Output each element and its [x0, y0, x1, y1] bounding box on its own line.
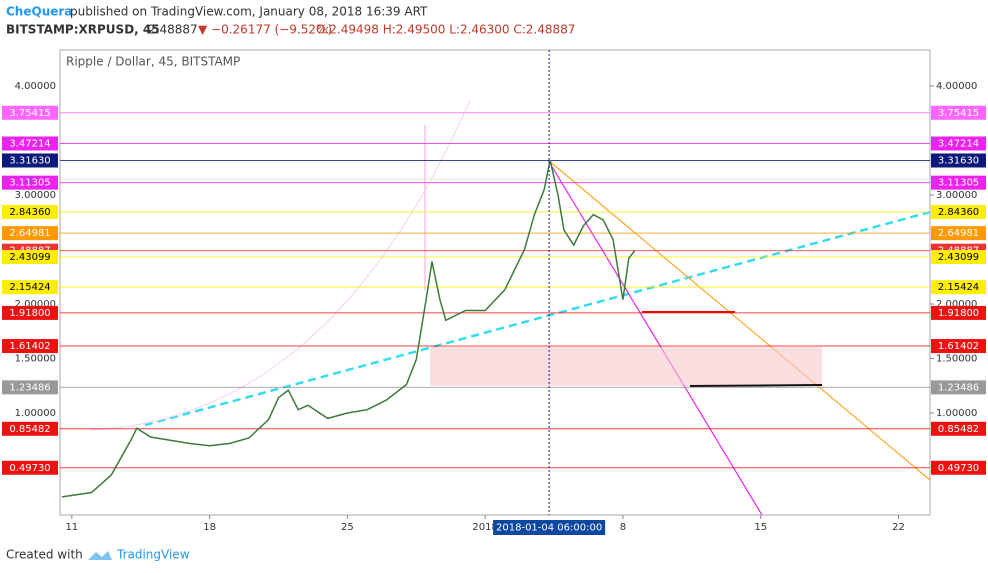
- level-label: 2.15424: [938, 282, 979, 293]
- level-badge: [931, 175, 986, 190]
- created: Created with: [6, 548, 83, 562]
- level-badge: [2, 105, 58, 120]
- y-tick-label: 4.00000: [15, 81, 56, 92]
- level-badge: [931, 205, 986, 220]
- x-tick-label: 8: [620, 522, 626, 533]
- change: ▼ −0.26177 (−9.52%): [198, 23, 332, 37]
- level-badge: [931, 105, 986, 120]
- y-tick-label: 1.50000: [15, 353, 56, 364]
- level-label: 1.61402: [938, 341, 979, 352]
- level-badge: [931, 226, 986, 241]
- curve: [89, 99, 471, 431]
- trendline: [547, 159, 763, 516]
- level-badge: [931, 136, 986, 151]
- zone: [430, 347, 822, 386]
- level-badge: [2, 421, 58, 436]
- level-label: 1.91800: [938, 308, 979, 319]
- y-tick-label: 2.00000: [15, 299, 56, 310]
- level-badge: [931, 249, 986, 264]
- level-badge: [2, 175, 58, 190]
- level-label: 0.85482: [938, 424, 979, 435]
- level-label: 3.11305: [9, 178, 50, 189]
- brand[interactable]: TradingView: [116, 548, 190, 562]
- trendline: [547, 159, 931, 481]
- level-badge: [2, 380, 58, 395]
- level-badge: [2, 226, 58, 241]
- y-tick-label: 3.00000: [936, 190, 977, 201]
- level-badge: [931, 153, 986, 168]
- level-label: 0.49730: [938, 463, 979, 474]
- level-badge: [931, 280, 986, 295]
- ohlc: O:2.49498 H:2.49500 L:2.46300 C:2.48887: [316, 23, 575, 37]
- x-tick-label: 15: [754, 522, 767, 533]
- level-label: 2.43099: [938, 252, 979, 263]
- x-tick-label: 25: [341, 522, 354, 533]
- level-label: 3.11305: [938, 178, 979, 189]
- level-badge: [2, 339, 58, 354]
- level-badge: [2, 205, 58, 220]
- level-label: 2.15424: [9, 282, 50, 293]
- plot-frame: [59, 49, 931, 516]
- level-badge: [2, 249, 58, 264]
- level-label: 1.23486: [938, 382, 979, 393]
- x-tick-label: 18: [203, 522, 216, 533]
- symbol: BITSTAMP:XRPUSD, 45: [6, 23, 160, 37]
- level-badge: [2, 153, 58, 168]
- author[interactable]: CheQuera: [6, 5, 72, 19]
- x-tick-label: 22: [892, 522, 905, 533]
- level-badge: [931, 380, 986, 395]
- level-label: 1.91800: [9, 308, 50, 319]
- published: published on TradingView.com, January 08…: [70, 5, 428, 19]
- chart-title: Ripple / Dollar, 45, BITSTAMP: [66, 55, 240, 69]
- trendline: [144, 210, 931, 427]
- y-tick-label: 4.00000: [936, 81, 977, 92]
- brand-logo: [88, 551, 112, 560]
- level-badge: [2, 280, 58, 295]
- level-badge: [2, 305, 58, 320]
- level-label: 2.64981: [9, 228, 50, 239]
- level-badge: [931, 305, 986, 320]
- level-label: 3.75415: [9, 108, 50, 119]
- crosshair-badge: [493, 520, 606, 535]
- target-line: [689, 384, 823, 387]
- last: 2.48887: [148, 23, 198, 37]
- level-label: 0.49730: [9, 463, 50, 474]
- level-label: 3.31630: [938, 155, 979, 166]
- level-label: 1.23486: [9, 382, 50, 393]
- level-label: 2.84360: [9, 207, 50, 218]
- drawings: [89, 99, 931, 516]
- level-badge: [2, 460, 58, 475]
- level-label: 3.47214: [9, 139, 50, 150]
- level-badge: [931, 460, 986, 475]
- y-tick-label: 1.50000: [936, 353, 977, 364]
- x-tick-label: 2018: [472, 522, 497, 533]
- level-label: 1.61402: [9, 341, 50, 352]
- level-badge: [931, 339, 986, 354]
- level-label: 2.64981: [938, 228, 979, 239]
- level-label: 0.85482: [9, 424, 50, 435]
- y-tick-label: 2.00000: [936, 299, 977, 310]
- crosshair-label: 2018-01-04 06:00:00: [496, 523, 602, 534]
- level-label: 2.84360: [938, 207, 979, 218]
- level-label: 3.31630: [9, 155, 50, 166]
- x-tick-label: 11: [65, 522, 78, 533]
- level-badge: [2, 136, 58, 151]
- level-label: 3.47214: [938, 139, 979, 150]
- y-tick-label: 3.00000: [15, 190, 56, 201]
- level-badge: [931, 421, 986, 436]
- y-tick-label: 1.00000: [936, 408, 977, 419]
- level-label: 3.75415: [938, 108, 979, 119]
- y-tick-label: 1.00000: [15, 408, 56, 419]
- price-line: [61, 159, 636, 498]
- level-label: 2.43099: [9, 252, 50, 263]
